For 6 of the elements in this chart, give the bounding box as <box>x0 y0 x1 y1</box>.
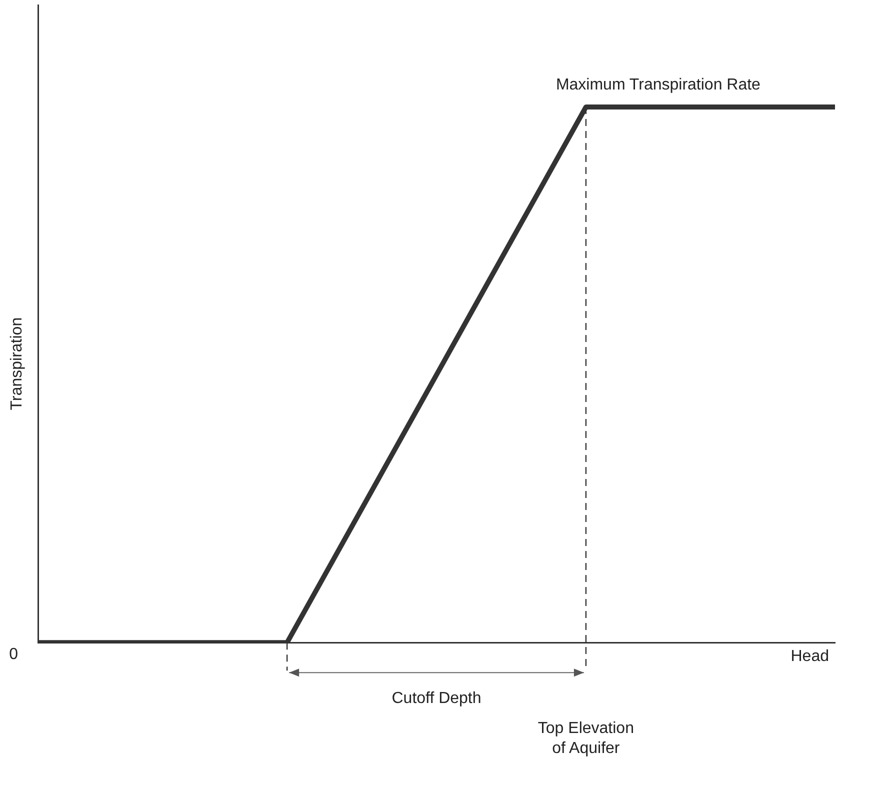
y-axis-title: Transpiration <box>8 317 26 410</box>
text: Top Elevation of Aquifer <box>538 720 634 758</box>
text: 0 <box>9 646 18 664</box>
text: Maximum Transpiration Rate <box>556 76 761 94</box>
x-axis-title: Head <box>790 648 829 666</box>
text: Cutoff Depth <box>392 690 482 708</box>
